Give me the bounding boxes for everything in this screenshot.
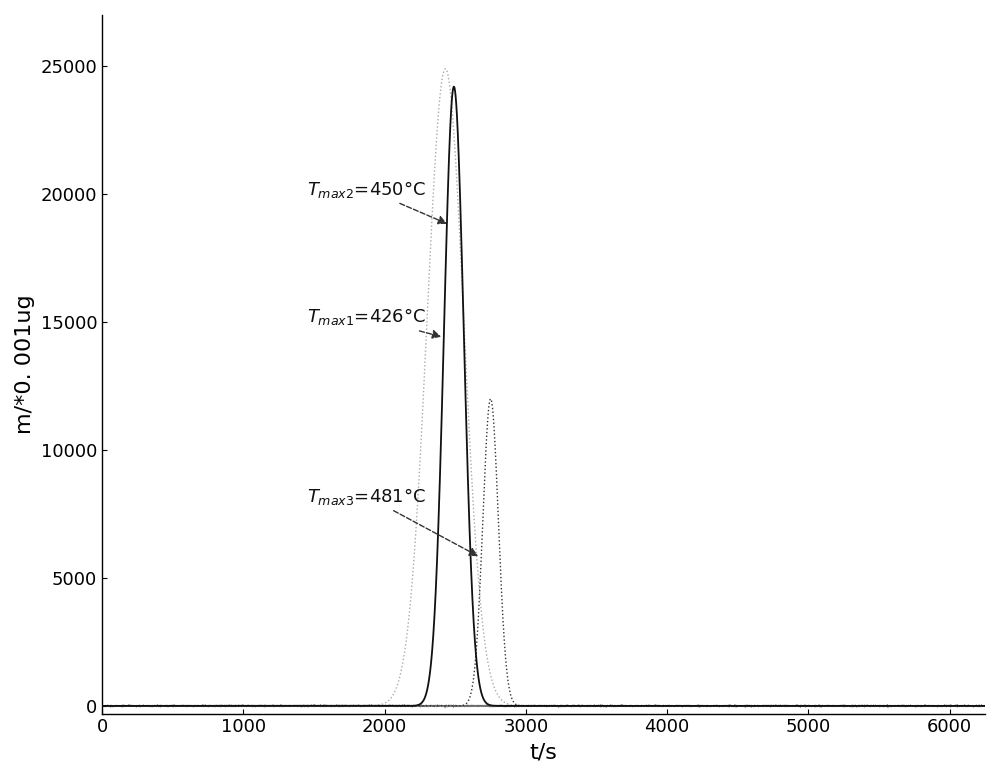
Text: $T_{max2}$=450°C: $T_{max2}$=450°C xyxy=(307,179,446,224)
X-axis label: t/s: t/s xyxy=(530,742,558,762)
Y-axis label: m/*0. 001ug: m/*0. 001ug xyxy=(15,294,35,434)
Text: $T_{max3}$=481°C: $T_{max3}$=481°C xyxy=(307,486,477,556)
Text: $T_{max1}$=426°C: $T_{max1}$=426°C xyxy=(307,306,440,338)
